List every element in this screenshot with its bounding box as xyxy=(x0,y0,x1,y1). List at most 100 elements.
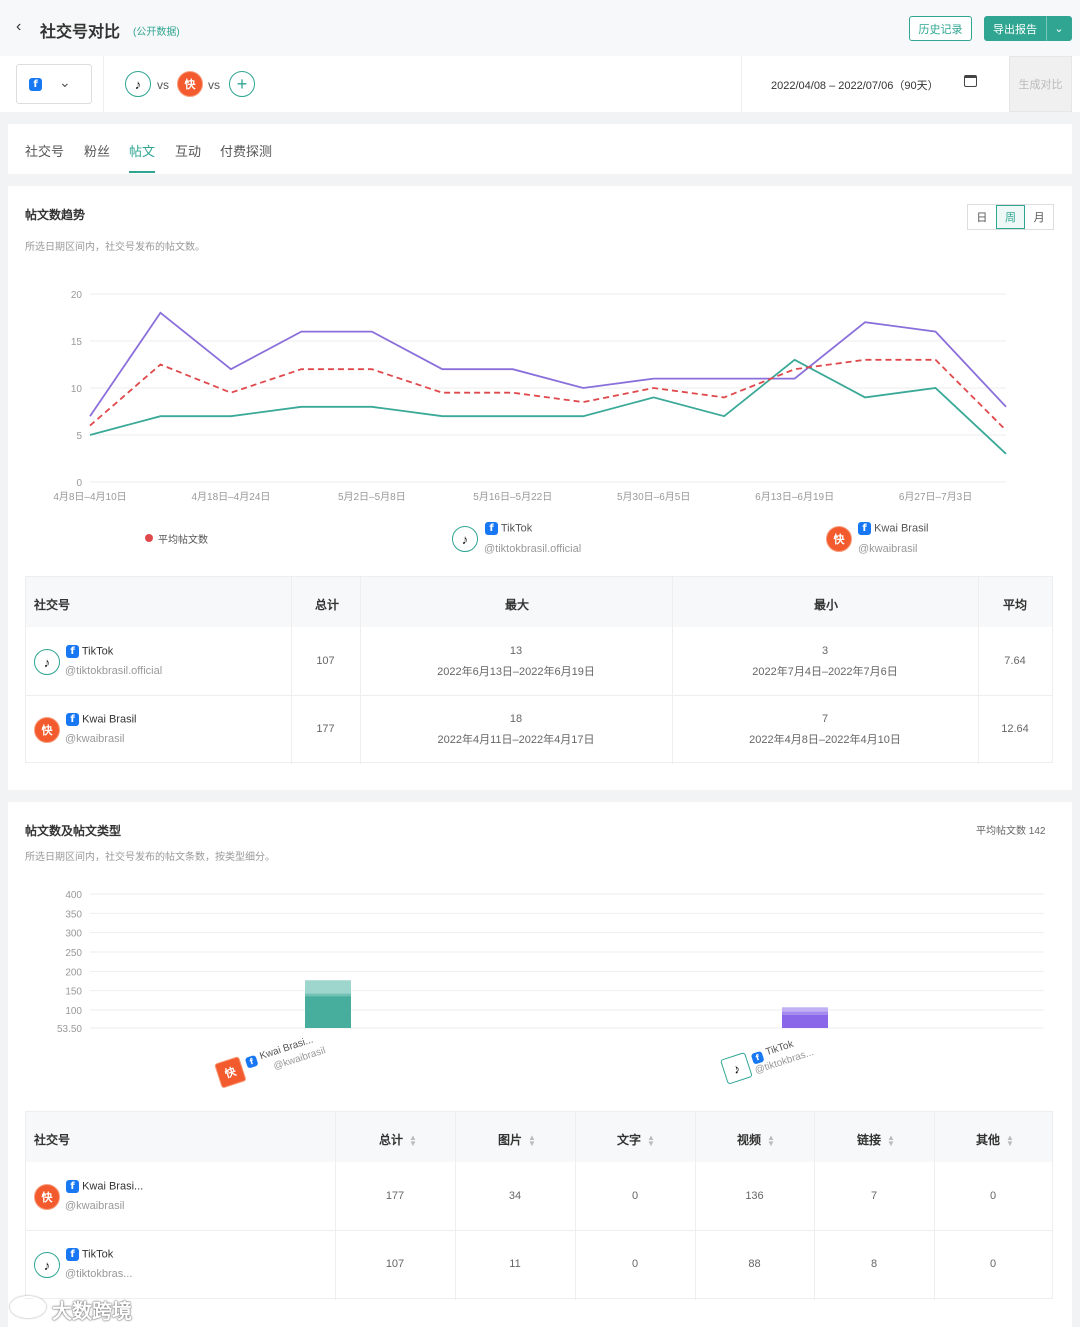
row-max-range: 2022年6月13日–2022年6月19日 xyxy=(437,666,595,678)
series-line-avg xyxy=(89,358,1007,431)
y-tick-label: 0 xyxy=(76,478,82,489)
row-total: 107 xyxy=(316,655,335,667)
col-video[interactable]: 视频 ▲ ▼ xyxy=(737,1131,775,1148)
col-image-label: 图片 xyxy=(498,1133,523,1147)
row-name-text: Kwai Brasil xyxy=(82,713,137,726)
x-tick-label: 5月16日–5月22日 xyxy=(473,491,552,503)
row-account-name: f Kwai Brasil xyxy=(66,713,136,726)
date-range[interactable]: 2022/04/08 – 2022/07/06（90天） xyxy=(771,80,939,92)
bar-segment-视频 xyxy=(782,1014,828,1028)
platform-select[interactable]: f ⌄ xyxy=(16,64,92,104)
types-desc: 所选日期区间内，社交号发布的帖文条数，按类型细分。 xyxy=(25,852,275,863)
row-min-range: 2022年4月8日–2022年4月10日 xyxy=(749,734,901,746)
active-tab-indicator xyxy=(129,171,155,173)
y-tick-label: 350 xyxy=(65,909,82,920)
col-other[interactable]: 其他 ▲ ▼ xyxy=(976,1131,1014,1148)
col-image[interactable]: 图片 ▲ ▼ xyxy=(498,1131,536,1148)
watermark-logo-icon xyxy=(10,1296,46,1318)
avg-posts-label: 平均帖文数 142 xyxy=(976,826,1046,837)
y-tick-label: 400 xyxy=(65,890,82,901)
header-bar: ‹ 社交号对比 (公开数据) 历史记录 导出报告 ⌄ xyxy=(0,0,1080,56)
row-account-handle: @tiktokbras... xyxy=(65,1268,133,1280)
tab-bar: 社交号 粉丝 帖文 互动 付费探测 xyxy=(8,124,1072,174)
history-button[interactable]: 历史记录 xyxy=(909,16,972,41)
legend-avg-label: 平均帖文数 xyxy=(158,535,208,546)
add-account-icon[interactable]: + xyxy=(229,71,255,97)
y-tick-label: 150 xyxy=(65,987,82,998)
granularity-day[interactable]: 日 xyxy=(976,212,988,224)
y-tick-label: 15 xyxy=(71,337,83,348)
x-tick-label: 5月30日–6月5日 xyxy=(617,491,690,503)
col-total-label: 总计 xyxy=(379,1133,404,1147)
kwai-avatar[interactable]: 快 xyxy=(177,71,203,97)
sort-icon[interactable]: ▲ ▼ xyxy=(887,1132,895,1148)
public-data-badge: (公开数据) xyxy=(133,27,180,38)
granularity-month[interactable]: 月 xyxy=(1033,212,1045,224)
calendar-icon[interactable] xyxy=(964,75,977,87)
kwai-avatar: 快 xyxy=(34,717,60,743)
tab-paid-detection[interactable]: 付费探测 xyxy=(220,144,273,159)
row-total: 177 xyxy=(316,723,335,735)
tab-posts[interactable]: 帖文 xyxy=(129,144,156,159)
tab-accounts[interactable]: 社交号 xyxy=(25,144,65,159)
export-button[interactable]: 导出报告 xyxy=(984,16,1046,41)
col-link-label: 链接 xyxy=(857,1133,882,1147)
y-tick-label: 53.50 xyxy=(57,1024,82,1035)
x-tick-label: 6月13日–6月19日 xyxy=(755,491,834,503)
row-account-handle: @kwaibrasil xyxy=(65,1200,125,1212)
sort-icon[interactable]: ▲ ▼ xyxy=(409,1132,417,1148)
back-arrow-icon[interactable]: ‹ xyxy=(16,18,22,35)
col-avg: 平均 xyxy=(1003,598,1028,612)
trend-table: 社交号 总计 最大 最小 平均 ♪ f TikTok @tiktokbrasil… xyxy=(25,576,1053,764)
sort-icon[interactable]: ▲ ▼ xyxy=(647,1132,655,1148)
table-row: 快 f Kwai Brasil @kwaibrasil 177 18 2022年… xyxy=(26,695,1052,763)
row-image: 11 xyxy=(509,1258,521,1270)
y-tick-label: 200 xyxy=(65,967,82,978)
facebook-icon: f xyxy=(858,522,871,535)
compare-bar: f ⌄ ♪ vs 快 vs + 2022/04/08 – 2022/07/06（… xyxy=(0,56,1080,112)
kwai-avatar: 快 xyxy=(826,526,852,552)
post-types-card: 帖文数及帖文类型 所选日期区间内，社交号发布的帖文条数，按类型细分。 平均帖文数… xyxy=(8,802,1072,1327)
col-total[interactable]: 总计 ▲ ▼ xyxy=(379,1131,417,1148)
row-image: 34 xyxy=(508,1190,522,1202)
col-link[interactable]: 链接 ▲ ▼ xyxy=(857,1131,895,1148)
facebook-icon: f xyxy=(66,1248,79,1261)
x-tick-label: 4月18日–4月24日 xyxy=(191,491,270,503)
legend-avg-dot xyxy=(145,534,153,542)
bar-segment-链接 xyxy=(305,993,351,997)
row-max-range: 2022年4月11日–2022年4月17日 xyxy=(437,734,595,746)
watermark-text: 大数跨境 xyxy=(52,1301,132,1323)
series-line-kwai xyxy=(89,311,1007,417)
x-tick-label: 5月2日–5月8日 xyxy=(338,491,406,503)
col-text[interactable]: 文字 ▲ ▼ xyxy=(617,1131,655,1148)
facebook-icon: f xyxy=(244,1054,259,1069)
col-account: 社交号 xyxy=(34,1133,71,1147)
tab-fans[interactable]: 粉丝 xyxy=(84,144,111,159)
granularity-week[interactable]: 周 xyxy=(995,205,1026,229)
y-tick-label: 20 xyxy=(71,290,83,301)
sort-icon[interactable]: ▲ ▼ xyxy=(1006,1132,1014,1148)
tiktok-avatar[interactable]: ♪ xyxy=(125,71,151,97)
row-name-text: TikTok xyxy=(81,645,114,658)
generate-compare-button[interactable]: 生成对比 xyxy=(1009,56,1072,112)
bar-segment-链接 xyxy=(782,1011,828,1015)
sort-icon[interactable]: ▲ ▼ xyxy=(767,1132,775,1148)
table-header xyxy=(26,577,1052,627)
bar-segment-视频 xyxy=(305,996,351,1028)
row-min-value: 3 xyxy=(821,645,829,657)
tiktok-avatar: ♪ xyxy=(34,649,60,675)
tab-engagement[interactable]: 互动 xyxy=(175,144,202,159)
legend-kwai-handle: @kwaibrasil xyxy=(858,543,918,555)
granularity-toggle: 日 周 月 xyxy=(967,204,1054,230)
table-row: ♪ f TikTok @tiktokbrasil.official 107 13… xyxy=(26,627,1052,695)
row-min-range: 2022年7月4日–2022年7月6日 xyxy=(752,666,898,678)
tiktok-avatar: ♪ xyxy=(720,1051,753,1085)
row-video: 88 xyxy=(748,1258,761,1270)
vs-label: vs xyxy=(157,78,169,92)
row-max-value: 18 xyxy=(509,713,523,725)
sort-icon[interactable]: ▲ ▼ xyxy=(528,1132,536,1148)
export-dropdown-icon[interactable]: ⌄ xyxy=(1046,16,1072,41)
facebook-icon: f xyxy=(66,645,79,658)
page-title: 社交号对比 xyxy=(40,24,121,41)
col-max: 最大 xyxy=(505,598,530,612)
